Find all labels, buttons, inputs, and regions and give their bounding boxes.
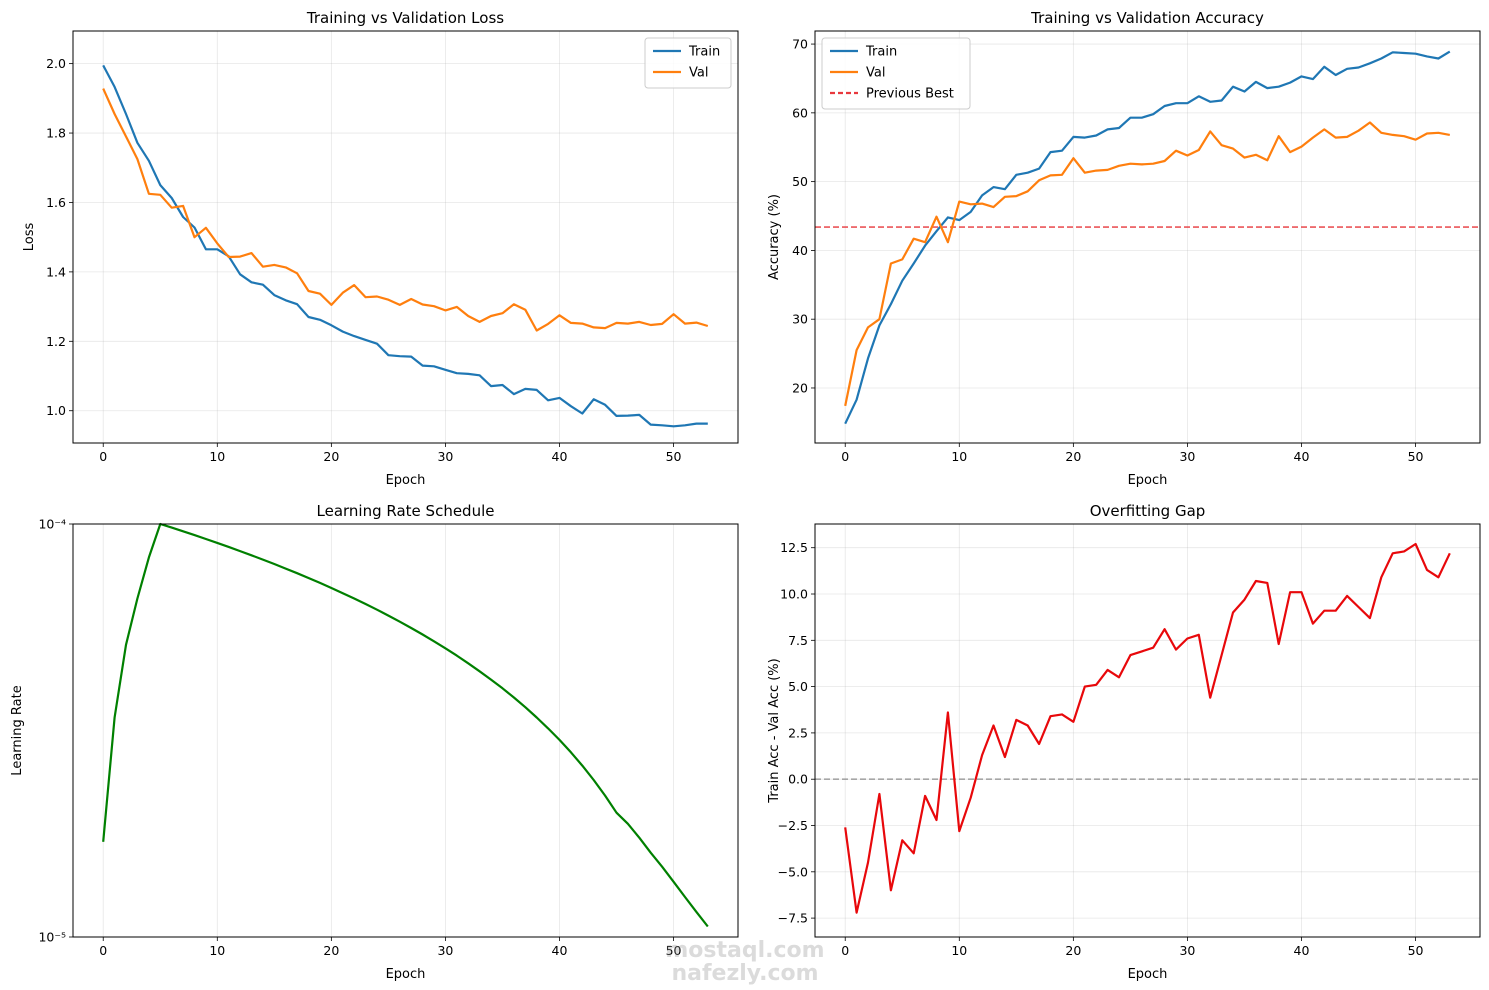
x-tick-label: 40 — [1294, 943, 1310, 958]
x-tick-label: 20 — [323, 943, 339, 958]
y-tick-label: 2.5 — [788, 725, 808, 740]
x-tick-label: 20 — [323, 449, 339, 464]
chart-title: Overfitting Gap — [1090, 502, 1206, 520]
y-tick-label: −7.5 — [778, 911, 808, 926]
y-tick-label: 1.0 — [46, 403, 66, 418]
y-axis-label: Train Acc - Val Acc (%) — [767, 658, 782, 803]
x-axis-label: Epoch — [1128, 967, 1168, 982]
y-tick-label: −2.5 — [778, 818, 808, 833]
x-tick-label: 50 — [666, 449, 682, 464]
x-axis-label: Epoch — [1128, 473, 1168, 488]
x-tick-label: 0 — [99, 943, 107, 958]
x-tick-label: 50 — [1408, 943, 1424, 958]
y-tick-label: 50 — [792, 174, 808, 189]
watermark: mostaql.com nafezly.com — [665, 938, 824, 986]
loss-chart: 0 10 20 30 40 50 1.0 1.2 1.4 1.6 1.8 2.0 Training vs… — [22, 9, 739, 488]
y-tick-label: 1.4 — [46, 264, 66, 279]
y-tick-label: 1.8 — [46, 126, 66, 141]
x-tick-label: 20 — [1065, 449, 1081, 464]
x-tick-label: 40 — [552, 943, 568, 958]
y-tick-label: 1.6 — [46, 195, 66, 210]
y-tick-label: 5.0 — [788, 679, 808, 694]
legend-label: Val — [866, 66, 885, 81]
x-tick-label: 30 — [1179, 943, 1195, 958]
series-line-val — [102, 88, 709, 332]
chart-title: Training vs Validation Loss — [306, 9, 504, 27]
legend-label: Train — [688, 45, 720, 60]
legend-box — [821, 37, 971, 110]
y-tick-label: 0.0 — [788, 772, 808, 787]
x-tick-label: 30 — [437, 449, 453, 464]
legend-label: Val — [689, 66, 708, 81]
legend: Train Val Previous Best — [821, 37, 971, 110]
y-tick-label: −5.0 — [778, 864, 808, 879]
series-line-val — [844, 121, 1450, 407]
chart-title: Training vs Validation Accuracy — [1030, 9, 1264, 27]
y-tick-label: 30 — [792, 312, 808, 327]
axes-frame — [72, 523, 739, 938]
chart-title: Learning Rate Schedule — [317, 502, 495, 520]
y-axis-label: Loss — [22, 223, 37, 252]
series-line-train — [102, 64, 708, 428]
series-line-train — [844, 50, 1451, 425]
y-tick-label: 7.5 — [788, 633, 808, 648]
axes-frame — [814, 523, 1481, 938]
x-tick-label: 10 — [951, 943, 967, 958]
legend-label: Train — [865, 45, 897, 60]
x-tick-label: 10 — [951, 449, 967, 464]
y-axis-label: Accuracy (%) — [767, 194, 782, 280]
x-tick-label: 40 — [1294, 449, 1310, 464]
x-axis-label: Epoch — [386, 473, 426, 488]
y-tick-label: 1.2 — [46, 334, 66, 349]
x-tick-label: 10 — [209, 943, 225, 958]
y-tick-label: 12.5 — [780, 540, 808, 555]
learning-rate-chart: 0 10 20 30 40 50 10⁻⁵ 10⁻⁴ Learning Rate Schedul… — [10, 502, 739, 982]
watermark-line1: mostaql.com — [665, 938, 824, 963]
legend: Train Val — [644, 37, 732, 89]
y-axis-label: Learning Rate — [10, 685, 25, 775]
y-tick-label: 10⁻⁴ — [38, 517, 66, 532]
x-tick-label: 10 — [209, 449, 225, 464]
overfitting-gap-chart: 0 10 20 30 40 50 −7.5 −5.0 −2.5 0.0 2.5 5.0 7.5 10.0 1… — [767, 502, 1481, 982]
x-tick-label: 30 — [437, 943, 453, 958]
y-tick-label: 60 — [792, 105, 808, 120]
y-tick-label: 40 — [792, 243, 808, 258]
legend-label: Previous Best — [866, 87, 954, 102]
x-tick-label: 20 — [1065, 943, 1081, 958]
x-tick-label: 50 — [666, 943, 682, 958]
y-tick-label: 10⁻⁵ — [38, 930, 66, 945]
series-line-0 — [102, 522, 709, 928]
y-tick-label: 70 — [792, 37, 808, 52]
watermark-line2: nafezly.com — [671, 961, 818, 986]
accuracy-chart: 0 10 20 30 40 50 20 30 40 50 60 70 Training vs Valid… — [767, 9, 1481, 488]
x-tick-label: 50 — [1408, 449, 1424, 464]
x-tick-label: 30 — [1179, 449, 1195, 464]
x-tick-label: 0 — [841, 943, 849, 958]
series-line-0 — [844, 542, 1451, 914]
y-tick-label: 20 — [792, 380, 808, 395]
axes-frame — [72, 30, 739, 444]
x-tick-label: 40 — [552, 449, 568, 464]
y-tick-label: 10.0 — [780, 587, 808, 602]
axes-frame — [814, 30, 1481, 444]
y-tick-label: 2.0 — [46, 56, 66, 71]
x-axis-label: Epoch — [386, 967, 426, 982]
x-tick-label: 0 — [99, 449, 107, 464]
x-tick-label: 0 — [841, 449, 849, 464]
